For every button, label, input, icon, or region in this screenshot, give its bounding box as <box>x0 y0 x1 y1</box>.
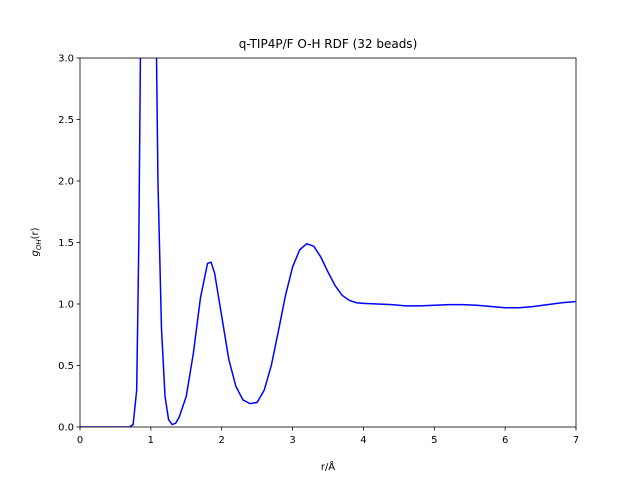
chart-title: q-TIP4P/F O-H RDF (32 beads) <box>239 37 418 51</box>
x-tick-label: 0 <box>77 435 83 446</box>
x-tick-label: 6 <box>502 435 508 446</box>
plot-frame <box>79 57 577 428</box>
y-tick-label: 3.0 <box>58 54 74 65</box>
x-tick-label: 1 <box>148 435 154 446</box>
x-tick-label: 4 <box>360 435 366 446</box>
y-tick-label: 2.5 <box>58 115 74 126</box>
y-tick-label: 1.0 <box>58 300 74 311</box>
x-tick-label: 5 <box>431 435 437 446</box>
x-axis-label: r/Å <box>321 460 335 473</box>
y-label-base: g <box>30 250 41 256</box>
y-label-tail: (r) <box>30 227 41 239</box>
x-tick-label: 7 <box>573 435 579 446</box>
y-tick-label: 1.5 <box>58 238 74 249</box>
y-tick-label: 0.0 <box>58 423 74 434</box>
line-series <box>80 58 576 427</box>
y-tick-label: 2.0 <box>58 177 74 188</box>
x-tick-label: 3 <box>289 435 295 446</box>
y-tick-label: 0.5 <box>58 361 74 372</box>
x-tick-label: 2 <box>219 435 225 446</box>
y-axis-label: gOH(r) <box>30 227 43 256</box>
y-label-sub: OH <box>35 239 43 251</box>
